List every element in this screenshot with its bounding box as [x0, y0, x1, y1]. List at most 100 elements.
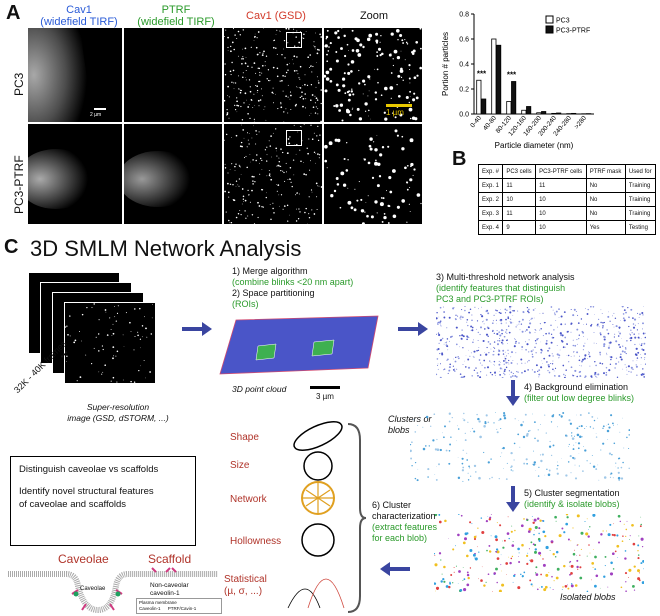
texture-dot [460, 318, 462, 320]
texture-dot [258, 205, 261, 207]
texture-dot [643, 306, 644, 307]
texture-dot [334, 138, 338, 142]
texture-dot [540, 351, 543, 354]
texture-dot [317, 153, 319, 155]
scaffold-note: Non-caveolar caveolin-1 [150, 582, 189, 598]
texture-dot [622, 461, 624, 464]
texture-dot [445, 585, 449, 588]
texture-dot [409, 68, 411, 71]
texture-dot [586, 358, 588, 360]
texture-dot [566, 516, 569, 519]
texture-dot [510, 530, 513, 533]
texture-dot [273, 40, 275, 42]
texture-dot [235, 216, 238, 219]
texture-dot [576, 339, 578, 341]
scaffold-title: Scaffold [148, 552, 192, 566]
texture-dot [409, 178, 413, 182]
texture-dot [641, 311, 644, 315]
texture-dot [367, 95, 369, 97]
texture-dot [363, 158, 366, 161]
texture-dot [234, 34, 236, 36]
texture-dot [504, 308, 507, 311]
texture-dot [557, 426, 558, 428]
texture-dot [556, 345, 558, 346]
texture-dot [594, 371, 597, 374]
texture-dot [315, 106, 317, 108]
texture-dot [137, 334, 139, 337]
texture-dot [512, 470, 514, 472]
texture-dot [314, 46, 316, 48]
table-cell: Training [624, 178, 657, 193]
step-2: 2) Space partitioning [232, 288, 315, 298]
texture-dot [333, 189, 337, 193]
texture-dot [613, 312, 615, 314]
texture-dot [240, 214, 242, 216]
texture-dot [550, 324, 552, 327]
texture-dot [73, 341, 76, 344]
step-4: 4) Background elimination (filter out lo… [524, 382, 658, 404]
texture-dot [588, 351, 589, 353]
texture-dot [568, 419, 571, 422]
texture-dot [489, 550, 491, 552]
texture-dot [511, 306, 513, 308]
texture-dot [129, 321, 131, 324]
texture-dot [276, 29, 278, 31]
texture-dot [379, 202, 384, 207]
texture-dot [266, 146, 268, 148]
texture-dot [295, 153, 297, 155]
texture-dot [98, 371, 100, 373]
texture-dot [376, 68, 379, 71]
texture-dot [238, 75, 240, 77]
texture-dot [234, 108, 237, 111]
texture-dot [115, 355, 117, 357]
feature-icons [287, 421, 345, 609]
texture-dot [278, 30, 280, 32]
texture-dot [641, 581, 644, 585]
texture-dot [641, 343, 643, 345]
texture-dot [622, 535, 624, 537]
texture-dot [455, 343, 458, 346]
texture-dot [606, 425, 608, 426]
texture-dot [289, 62, 290, 64]
scalebar-small [94, 108, 106, 110]
texture-dot [374, 91, 377, 94]
texture-dot [280, 31, 281, 32]
texture-dot [479, 326, 483, 329]
texture-dot [562, 346, 565, 349]
texture-dot [505, 478, 508, 480]
texture-dot [236, 97, 238, 99]
texture-dot [457, 428, 460, 430]
texture-dot [487, 516, 489, 518]
table-cell: Training [624, 206, 657, 221]
texture-dot [266, 154, 268, 156]
image-pc3-ptrf [124, 28, 222, 122]
texture-dot [552, 355, 554, 357]
texture-dot [599, 332, 602, 334]
texture-dot [621, 540, 624, 543]
texture-dot [645, 332, 646, 334]
texture-dot [447, 372, 449, 374]
texture-dot [295, 70, 297, 72]
texture-dot [285, 71, 288, 74]
texture-dot [390, 53, 392, 54]
texture-dot [326, 167, 328, 169]
texture-dot [394, 129, 398, 133]
texture-dot [501, 447, 503, 449]
texture-dot [98, 350, 100, 352]
texture-dot [249, 154, 251, 156]
texture-dot [122, 334, 124, 336]
texture-dot [298, 208, 300, 210]
table-cell: 11 [502, 178, 537, 193]
texture-dot [509, 306, 511, 308]
texture-dot [292, 159, 295, 161]
texture-dot [270, 178, 273, 181]
texture-dot [439, 306, 442, 309]
texture-dot [406, 164, 409, 167]
texture-dot [91, 307, 93, 308]
texture-dot [390, 32, 394, 36]
texture-dot [137, 331, 139, 333]
texture-dot [532, 463, 536, 466]
texture-dot [607, 423, 610, 425]
texture-dot [504, 356, 506, 358]
